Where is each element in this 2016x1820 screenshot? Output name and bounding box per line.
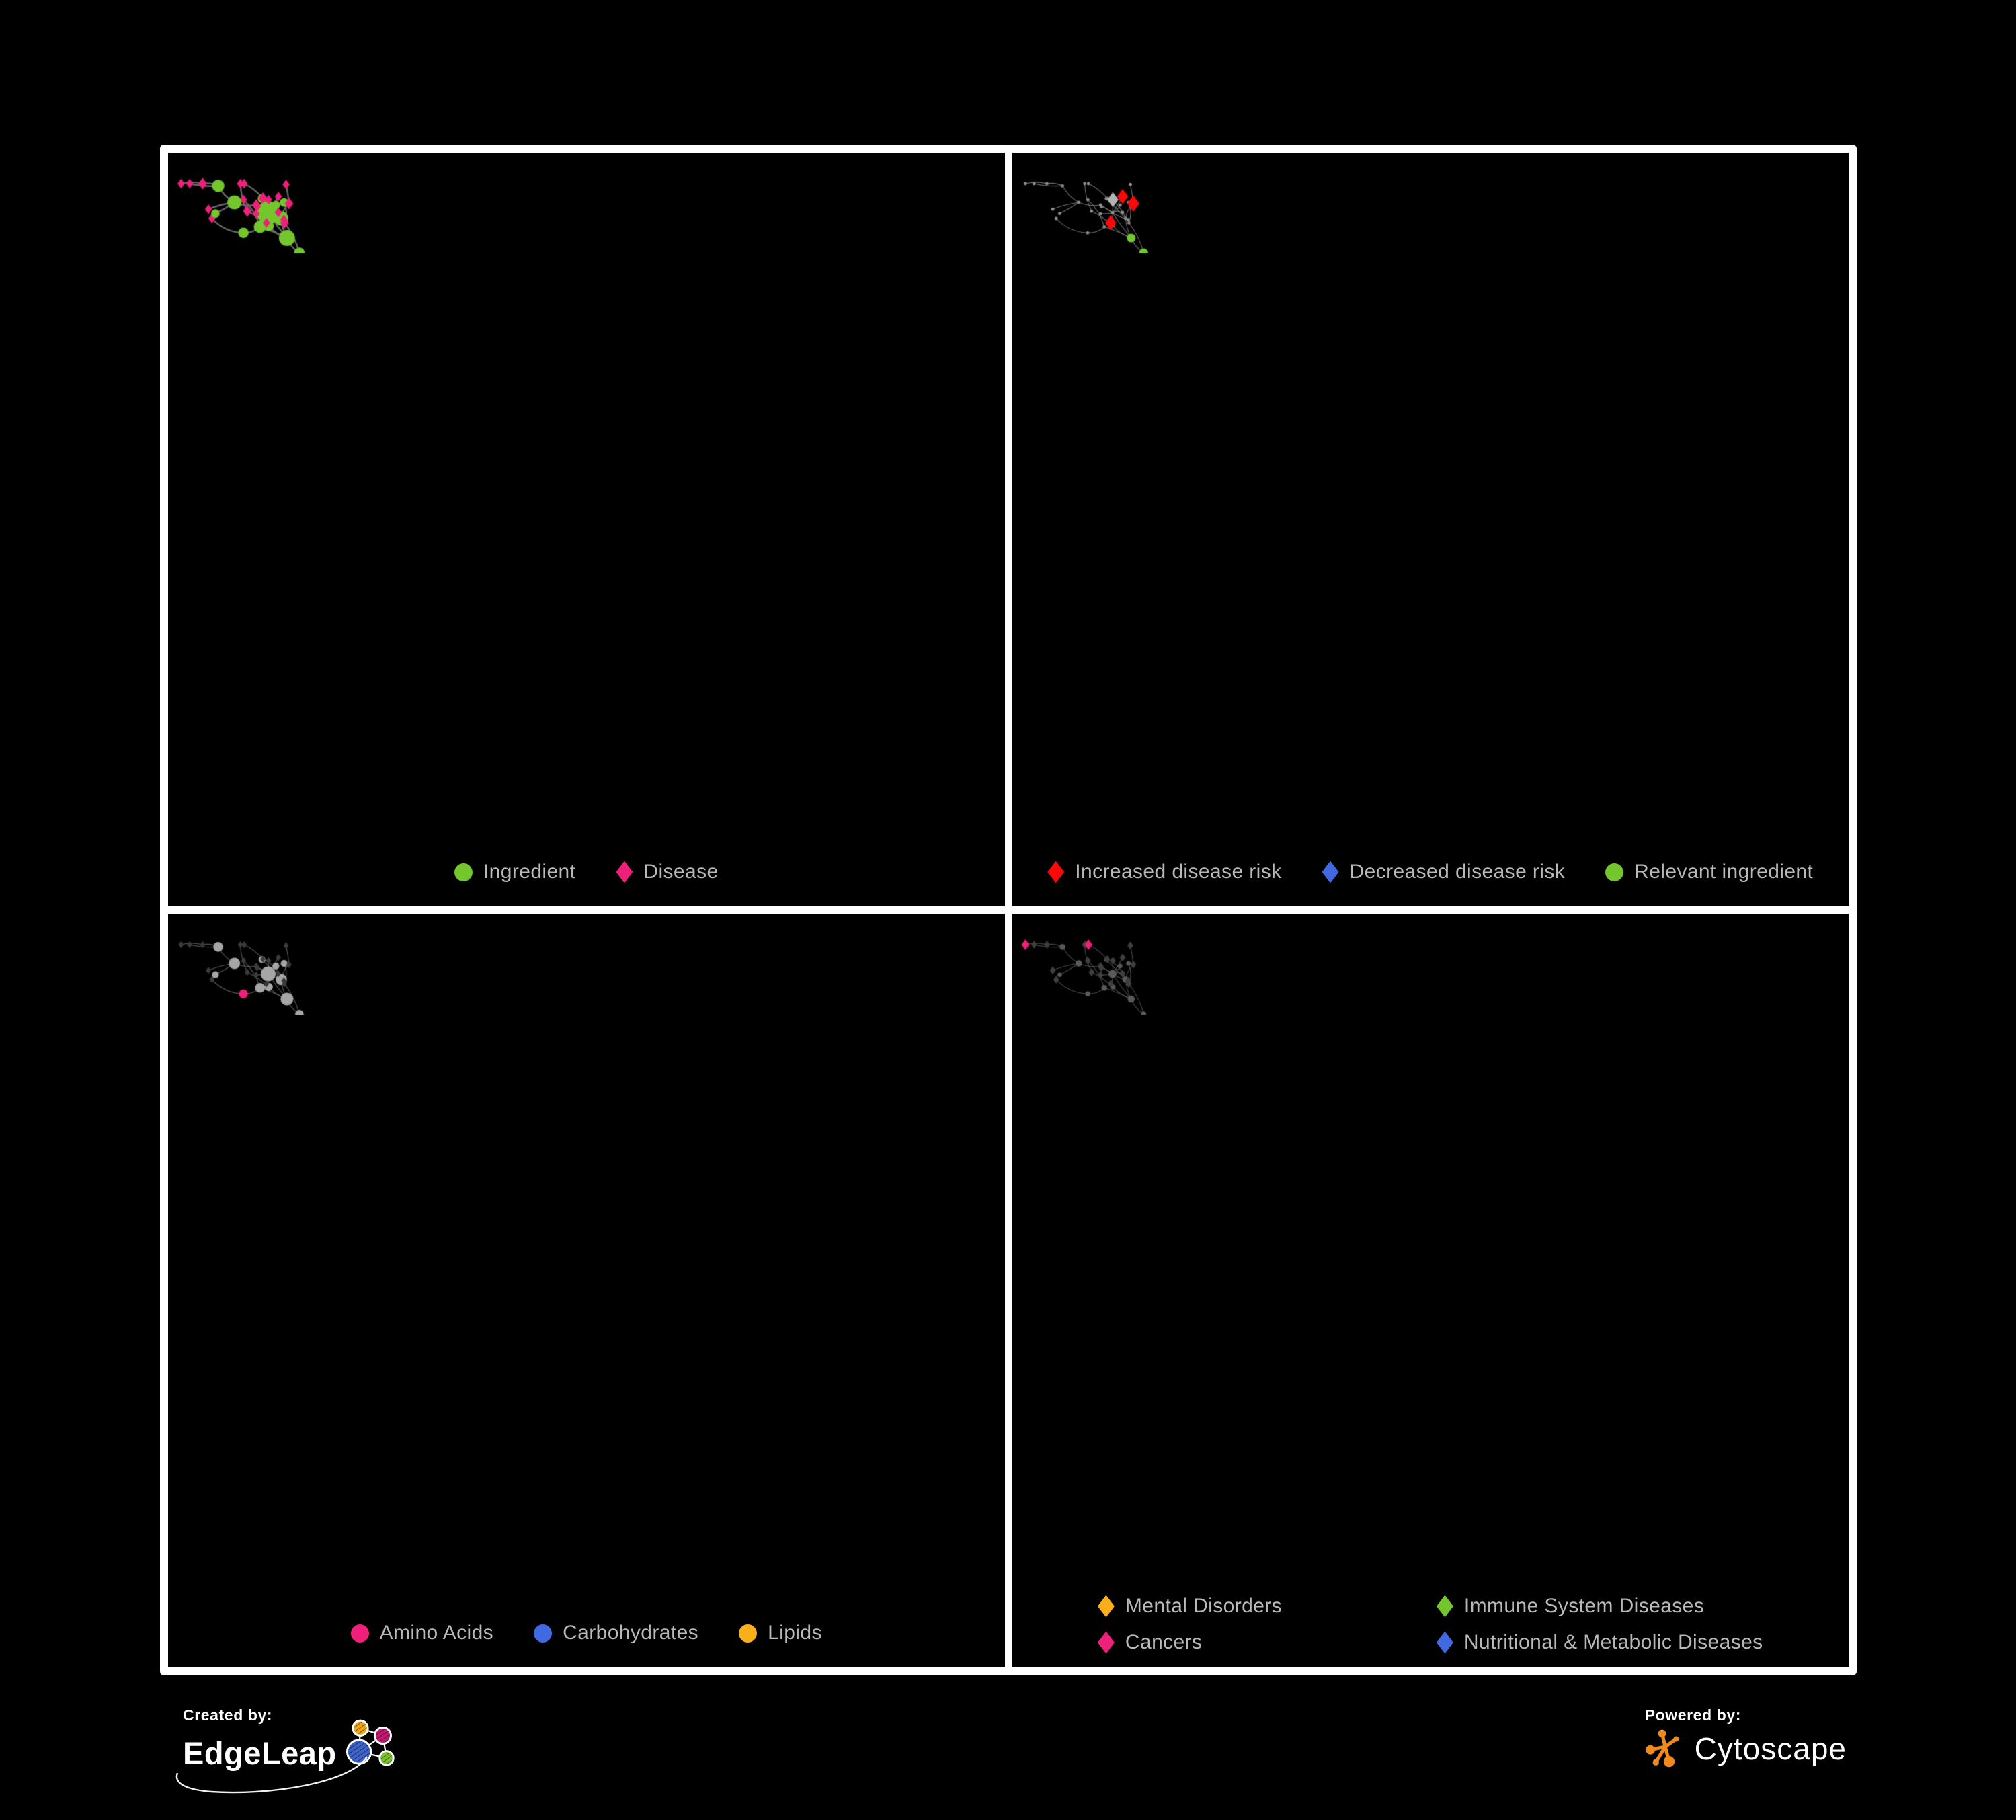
legend-item-decreased-disease-risk: Decreased disease risk bbox=[1322, 861, 1566, 883]
legend-item-increased-disease-risk: Increased disease risk bbox=[1047, 861, 1281, 883]
diamond-swatch-icon bbox=[1097, 1595, 1115, 1618]
panel-nutrient-classes: Amino Acids Carbohydrates Lipids bbox=[168, 914, 1005, 1667]
powered-by-label: Powered by: bbox=[1644, 1706, 1742, 1724]
created-by-block: Created by: EdgeLeap bbox=[175, 1706, 404, 1794]
cytoscape-logo-icon bbox=[1645, 1729, 1679, 1768]
legend-item-disease: Disease bbox=[616, 861, 718, 883]
network-canvas-disease-categories bbox=[1012, 914, 1214, 1015]
circle-swatch-icon bbox=[1605, 863, 1624, 881]
legend-label: Relevant ingredient bbox=[1634, 861, 1814, 883]
cytoscape-logo: Cytoscape bbox=[1645, 1727, 1847, 1770]
legend-ingredient-disease: Ingredient Disease bbox=[168, 861, 1005, 883]
created-by-label: Created by: bbox=[183, 1706, 273, 1724]
diamond-swatch-icon bbox=[1436, 1595, 1453, 1618]
circle-swatch-icon bbox=[534, 1624, 553, 1643]
legend-label: Increased disease risk bbox=[1075, 861, 1282, 883]
legend-item-cancers: Cancers bbox=[1097, 1631, 1394, 1654]
legend-label: Decreased disease risk bbox=[1349, 861, 1566, 883]
panels-frame: Ingredient Disease Increased disease risk… bbox=[160, 145, 1857, 1675]
panel-disease-categories: Mental Disorders Immune System Diseases Ca… bbox=[1012, 914, 1849, 1667]
circle-swatch-icon bbox=[350, 1624, 369, 1643]
legend-item-mental-disorders: Mental Disorders bbox=[1097, 1595, 1394, 1618]
circle-swatch-icon bbox=[739, 1624, 758, 1643]
diamond-swatch-icon bbox=[1097, 1631, 1115, 1654]
panel-ingredient-disease: Ingredient Disease bbox=[168, 153, 1005, 906]
legend-item-carbohydrates: Carbohydrates bbox=[534, 1622, 698, 1645]
legend-label: Immune System Diseases bbox=[1463, 1595, 1705, 1617]
legend-item-amino-acids: Amino Acids bbox=[350, 1622, 494, 1645]
legend-nutrient-classes: Amino Acids Carbohydrates Lipids bbox=[168, 1622, 1005, 1645]
legend-item-nutritional-metabolic-diseases: Nutritional & Metabolic Diseases bbox=[1436, 1631, 1763, 1654]
network-canvas-ingredient-disease bbox=[168, 153, 370, 253]
legend-disease-risk: Increased disease risk Decreased disease … bbox=[1012, 861, 1849, 883]
legend-label: Carbohydrates bbox=[563, 1622, 699, 1644]
diamond-swatch-icon bbox=[616, 861, 633, 883]
diamond-swatch-icon bbox=[1322, 861, 1339, 883]
panel-disease-risk: Increased disease risk Decreased disease … bbox=[1012, 153, 1849, 906]
footer: Created by: EdgeLeap bbox=[0, 1706, 2016, 1794]
edgeleap-logo-icon bbox=[346, 1719, 395, 1766]
legend-item-lipids: Lipids bbox=[739, 1622, 822, 1645]
edgeleap-logo: EdgeLeap bbox=[175, 1719, 404, 1794]
legend-item-relevant-ingredient: Relevant ingredient bbox=[1605, 861, 1813, 883]
legend-label: Ingredient bbox=[483, 861, 576, 883]
cytoscape-logo-text: Cytoscape bbox=[1694, 1731, 1847, 1766]
legend-item-immune-system-diseases: Immune System Diseases bbox=[1436, 1595, 1763, 1618]
legend-label: Amino Acids bbox=[379, 1622, 494, 1644]
diamond-swatch-icon bbox=[1436, 1631, 1453, 1654]
legend-label: Nutritional & Metabolic Diseases bbox=[1463, 1631, 1763, 1653]
legend-label: Mental Disorders bbox=[1125, 1595, 1283, 1617]
powered-by-block: Powered by: bbox=[1645, 1706, 1847, 1770]
legend-disease-categories: Mental Disorders Immune System Diseases Ca… bbox=[1012, 1595, 1849, 1654]
legend-label: Disease bbox=[643, 861, 719, 883]
legend-label: Cancers bbox=[1125, 1631, 1203, 1653]
circle-swatch-icon bbox=[454, 863, 473, 881]
legend-label: Lipids bbox=[768, 1622, 822, 1644]
diamond-swatch-icon bbox=[1047, 861, 1065, 883]
edgeleap-logo-text: EdgeLeap bbox=[183, 1735, 337, 1771]
network-canvas-nutrient-classes bbox=[168, 914, 370, 1015]
legend-item-ingredient: Ingredient bbox=[454, 861, 575, 883]
network-canvas-disease-risk bbox=[1012, 153, 1214, 253]
